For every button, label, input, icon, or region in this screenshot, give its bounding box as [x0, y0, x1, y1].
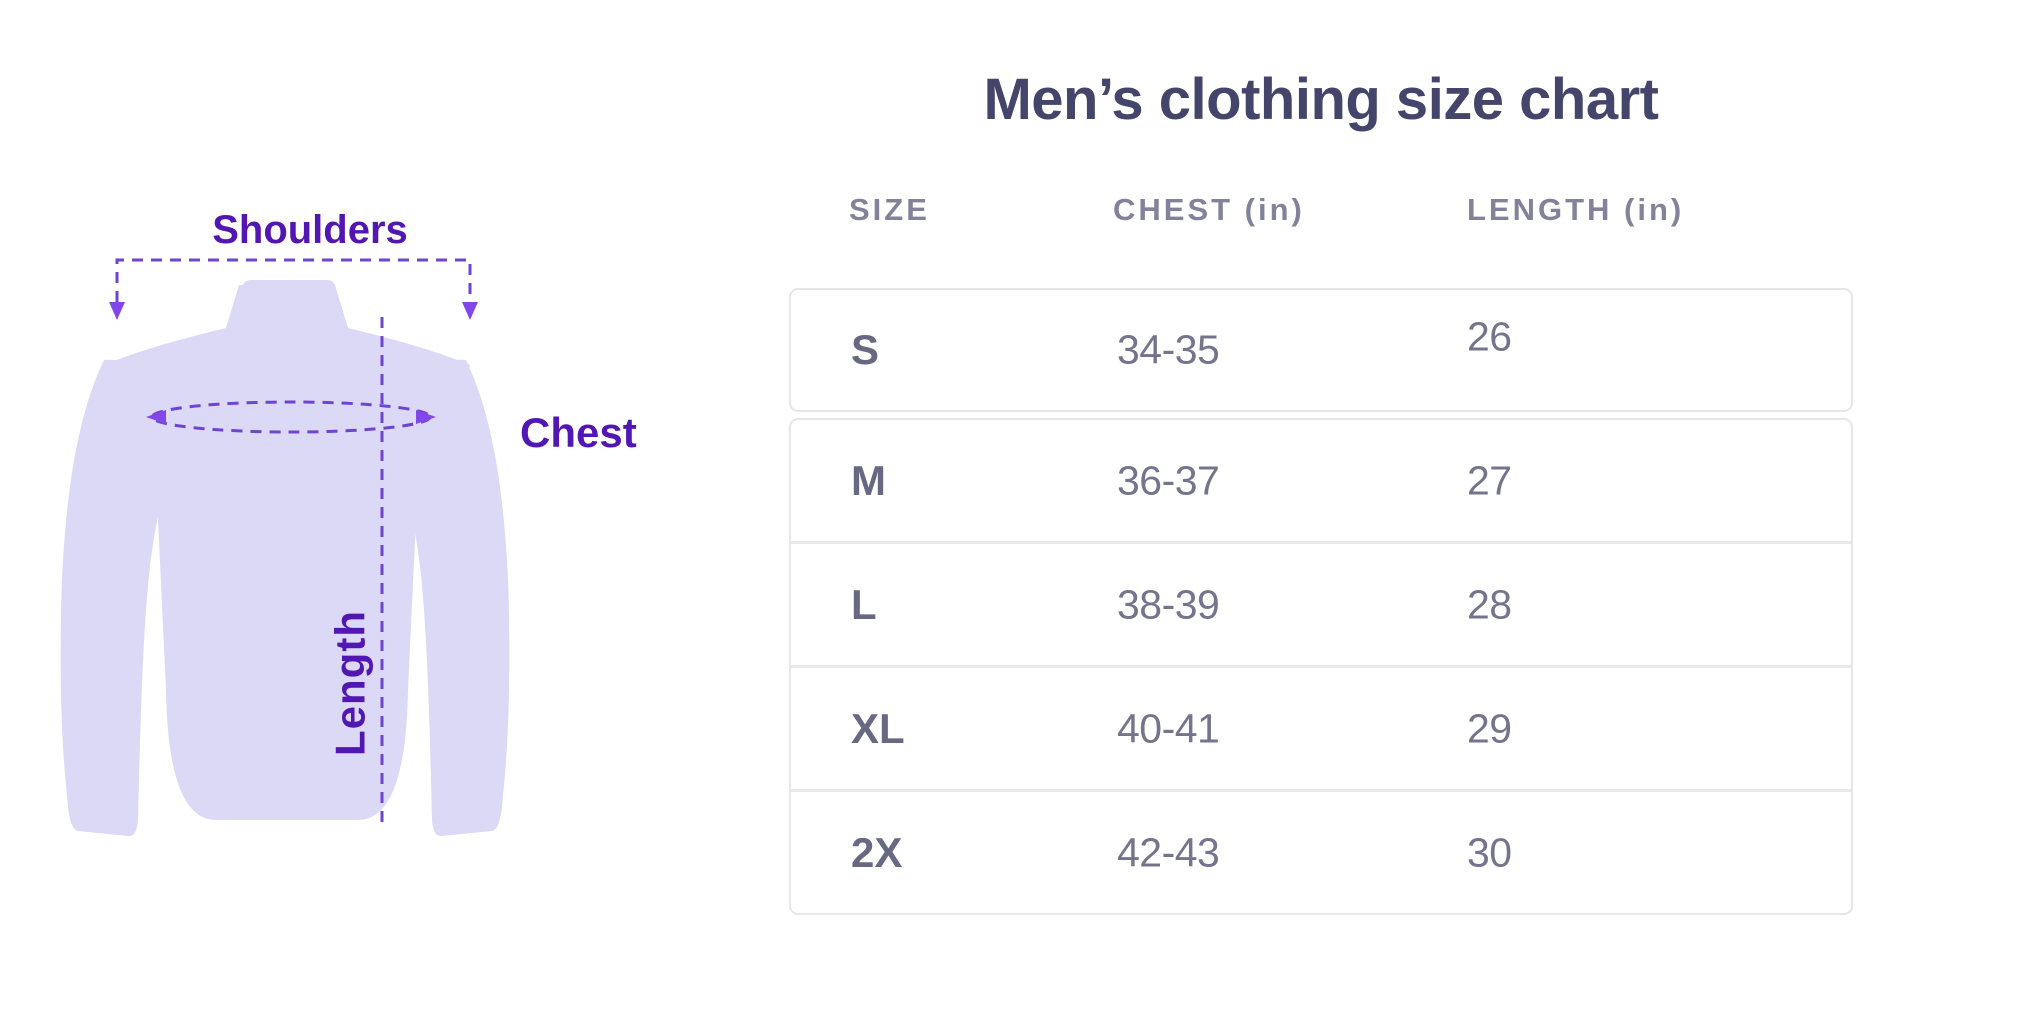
- table-box-s: S 34-35 26: [789, 288, 1853, 412]
- column-header-size: SIZE: [849, 192, 930, 227]
- chest-value: 36-37: [1117, 457, 1220, 503]
- size-value: 2X: [851, 828, 903, 876]
- length-measurement: Length: [327, 317, 384, 823]
- length-value: 28: [1467, 581, 1512, 627]
- chest-value: 42-43: [1117, 829, 1220, 875]
- length-value: 30: [1467, 829, 1512, 875]
- size-value: S: [851, 326, 880, 373]
- chest-arrowhead-left: [146, 410, 166, 424]
- shirt-illustration: [60, 280, 510, 837]
- size-chart: Men’s clothing size chart SIZE CHEST (in…: [789, 0, 1853, 1020]
- page-title: Men’s clothing size chart: [983, 67, 1659, 132]
- table-row: 2X 42-43 30: [791, 789, 1851, 913]
- chest-measurement: Chest: [146, 400, 637, 456]
- chest-value: 40-41: [1117, 705, 1220, 751]
- chest-value: 38-39: [1117, 581, 1220, 627]
- chest-label: Chest: [520, 409, 637, 456]
- shirt-measurement-diagram: Shoulders Length Chest: [60, 208, 637, 837]
- shoulders-arrowhead-left: [109, 302, 125, 320]
- table-box-main: M 36-37 27 L 38-39 28 XL 40-41 29 2X 42-…: [789, 418, 1853, 915]
- shoulders-measurement: Shoulders: [109, 208, 478, 320]
- length-label: Length: [327, 610, 374, 756]
- size-value: L: [851, 580, 877, 628]
- shirt-body: [104, 280, 470, 820]
- chest-value: 34-35: [1117, 326, 1220, 373]
- length-value: 27: [1467, 457, 1512, 503]
- table-row: S 34-35 26: [791, 290, 1851, 410]
- shoulders-measure-bracket: [115, 258, 472, 302]
- size-value: XL: [851, 704, 905, 752]
- column-header-chest: CHEST (in): [1113, 192, 1305, 227]
- shoulders-label: Shoulders: [212, 208, 408, 252]
- table-row: M 36-37 27: [791, 420, 1851, 541]
- size-value: M: [851, 456, 886, 504]
- length-value: 26: [1467, 313, 1512, 360]
- length-value: 29: [1467, 705, 1512, 751]
- column-header-length: LENGTH (in): [1467, 192, 1685, 227]
- table-header-row: SIZE CHEST (in) LENGTH (in): [789, 192, 1853, 232]
- chest-arrowhead-right: [416, 410, 436, 424]
- shoulders-arrowhead-right: [462, 302, 478, 320]
- table-row: XL 40-41 29: [791, 665, 1851, 789]
- table-row: L 38-39 28: [791, 541, 1851, 665]
